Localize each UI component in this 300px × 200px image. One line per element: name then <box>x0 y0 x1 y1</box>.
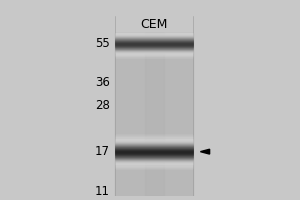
Bar <box>116 33 193 196</box>
Text: 11: 11 <box>95 185 110 198</box>
Text: 36: 36 <box>95 76 110 89</box>
Polygon shape <box>200 149 210 154</box>
Bar <box>145 33 164 196</box>
Text: 28: 28 <box>95 99 110 112</box>
Text: 55: 55 <box>95 37 110 50</box>
Text: CEM: CEM <box>141 18 168 31</box>
Text: 17: 17 <box>95 145 110 158</box>
